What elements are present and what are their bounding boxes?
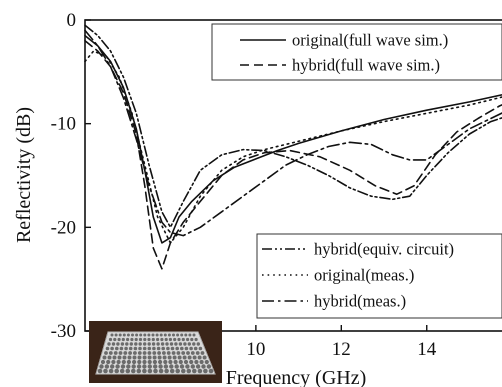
legend-label-original-full-wave-sim: original(full wave sim.) <box>292 31 448 50</box>
series-layer <box>84 24 502 270</box>
legend-label-hybrid-meas: hybrid(meas.) <box>314 292 406 311</box>
y-tick-label: -10 <box>51 114 76 135</box>
y-tick-label: 0 <box>67 10 77 31</box>
series-line-original-meas <box>84 50 502 244</box>
x-axis-label: Frequency (GHz) <box>226 367 367 387</box>
series-line-hybrid-equiv-circuit <box>84 24 502 229</box>
ticks-layer: 8101214160-10-20-30 <box>51 10 437 360</box>
legend-top: original(full wave sim.) hybrid(full wave… <box>211 23 502 81</box>
y-tick-label: -30 <box>51 321 76 342</box>
legend-label-original-meas: original(meas.) <box>314 266 414 285</box>
plot-frame <box>84 19 502 332</box>
series-line-hybrid-full-wave-sim <box>84 39 502 270</box>
legend-label-hybrid-full-wave-sim: hybrid(full wave sim.) <box>292 56 440 75</box>
sample-unit-cells <box>97 333 214 374</box>
x-tick-label: 10 <box>246 339 265 360</box>
legend-bottom: hybrid(equiv. circuit) original(meas.) hyb… <box>256 233 502 319</box>
sample-photo-inset <box>89 321 222 383</box>
y-tick-label: -20 <box>51 217 76 238</box>
y-axis-label: Reflectivity (dB) <box>13 107 35 243</box>
legend-label-hybrid-equiv-circuit: hybrid(equiv. circuit) <box>314 240 454 259</box>
series-line-hybrid-meas <box>84 29 502 237</box>
x-tick-label: 14 <box>417 339 437 360</box>
x-tick-label: 12 <box>332 339 351 360</box>
